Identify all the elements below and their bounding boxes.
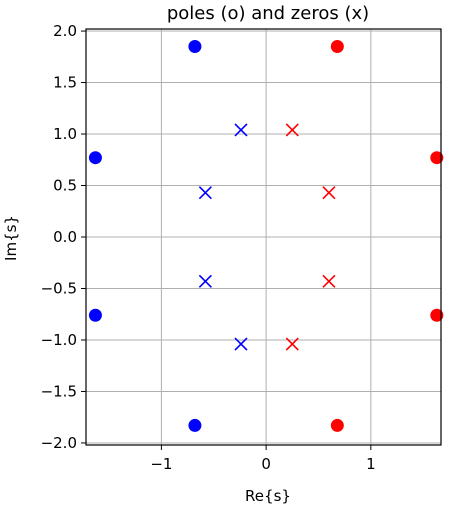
zero-marker xyxy=(322,274,336,288)
zero-marker xyxy=(234,337,248,351)
grid-layer xyxy=(86,29,441,445)
plot-frame xyxy=(85,28,442,446)
zero-marker xyxy=(285,123,299,137)
chart-title: poles (o) and zeros (x) xyxy=(167,3,369,24)
pole-marker xyxy=(330,40,344,54)
x-axis-label: Re{s} xyxy=(245,487,291,505)
zero-marker xyxy=(285,337,299,351)
x-tick-label: −1 xyxy=(150,455,172,473)
pole-marker xyxy=(430,151,444,165)
y-tick-label: 1.5 xyxy=(53,74,77,92)
y-tick-label: −1.0 xyxy=(41,331,77,349)
y-tick-label: 2.0 xyxy=(53,22,77,40)
pole-marker xyxy=(88,151,102,165)
y-tick-label: −1.5 xyxy=(41,382,77,400)
pole-marker xyxy=(430,308,444,322)
zero-marker xyxy=(198,274,212,288)
x-tick-label: 0 xyxy=(261,455,271,473)
marks-layer xyxy=(88,40,444,432)
y-axis-label: Im{s} xyxy=(2,215,20,261)
y-tick-label: 0.5 xyxy=(53,177,77,195)
y-tick-label: 1.0 xyxy=(53,125,77,143)
y-tick-label: −0.5 xyxy=(41,279,77,297)
pole-marker xyxy=(330,418,344,432)
pole-marker xyxy=(88,308,102,322)
pole-marker xyxy=(188,40,202,54)
pole-marker xyxy=(188,418,202,432)
y-tick-label: −2.0 xyxy=(41,434,77,452)
y-tick-label: 0.0 xyxy=(53,228,77,246)
zero-marker xyxy=(322,186,336,200)
zero-marker xyxy=(198,186,212,200)
x-tick-label: 1 xyxy=(366,455,376,473)
tick-layer: −1 0 1 2.0 1.5 1.0 0.5 0.0 −0.5 −1.0 −1.5 −2.0 xyxy=(41,22,376,473)
zero-marker xyxy=(234,123,248,137)
